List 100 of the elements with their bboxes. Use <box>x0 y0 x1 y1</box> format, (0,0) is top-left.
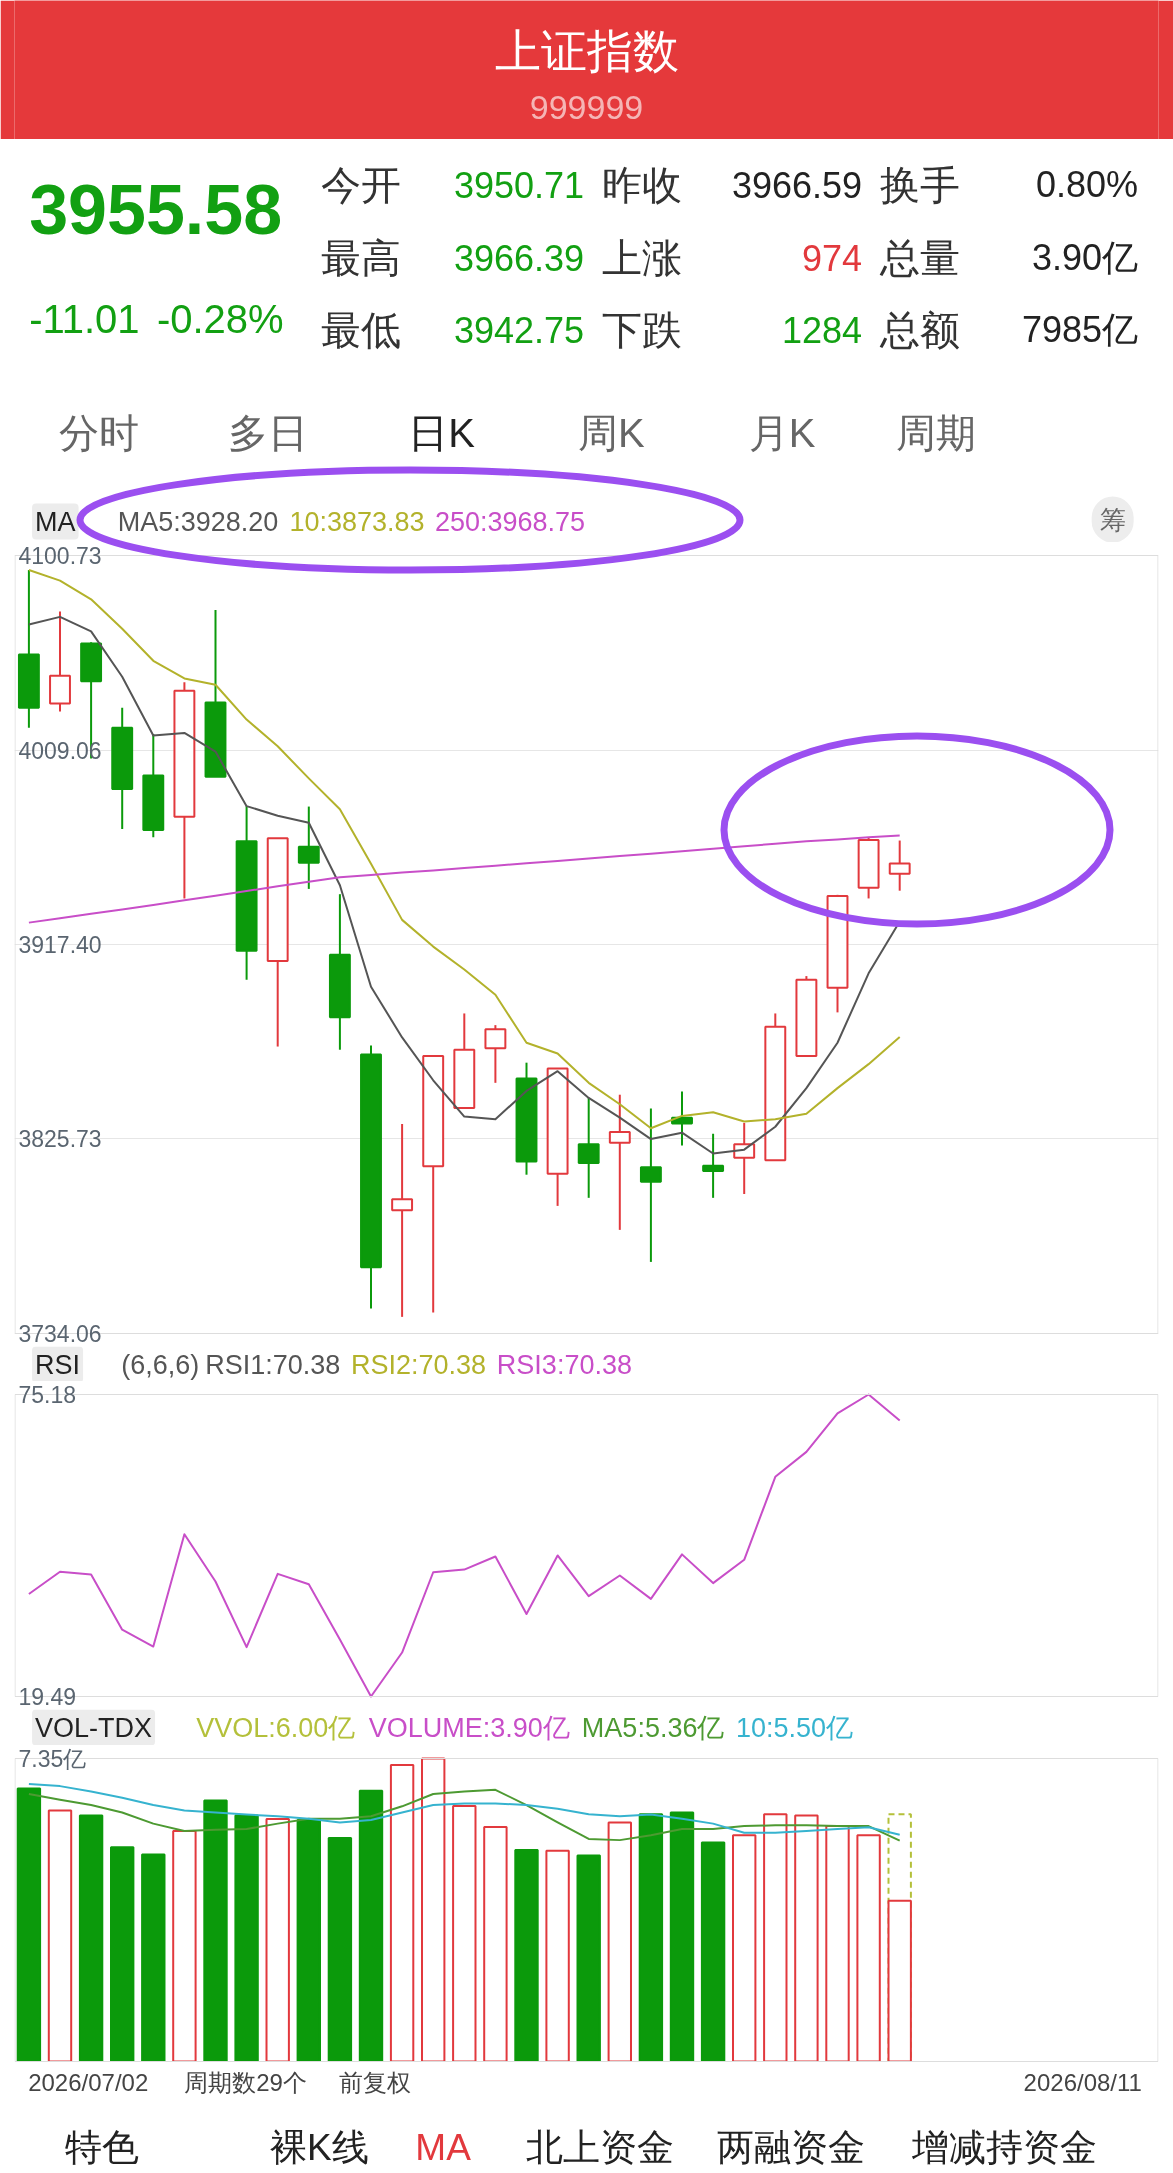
text: 总量 <box>878 235 960 280</box>
text: 999999 <box>529 88 644 126</box>
text: 3.90亿 <box>1031 237 1139 278</box>
text: MA5:3928.20 <box>117 506 279 537</box>
bar <box>638 1813 664 2062</box>
text: 上证指数 <box>494 24 679 77</box>
text: 2026/07/02 <box>28 2069 149 2096</box>
text: 974 <box>801 237 863 279</box>
chart-title: MA <box>35 506 76 537</box>
text: 10:5.50亿 <box>735 1712 854 1743</box>
text: 3966.59 <box>731 164 863 206</box>
candlestick <box>888 839 911 892</box>
text: 周期 <box>896 410 977 455</box>
bar <box>172 1830 197 2062</box>
candlestick <box>733 1121 756 1196</box>
text: 总额 <box>878 307 960 352</box>
bar <box>234 1814 259 2062</box>
text: 换手 <box>879 162 960 207</box>
text: 分时 <box>59 410 140 455</box>
bar <box>887 1899 912 2062</box>
bar <box>669 1811 695 2062</box>
bar <box>856 1834 881 2062</box>
bar <box>265 1818 290 2062</box>
y-tick-label: 75.18 <box>18 1382 77 1408</box>
bar <box>358 1789 384 2062</box>
text: 日K <box>408 410 476 455</box>
bar <box>296 1818 321 2062</box>
candlestick <box>577 1096 600 1199</box>
text: 月K <box>748 410 816 455</box>
text: 周期数29个 <box>184 2069 307 2096</box>
bar <box>78 1814 104 2062</box>
text: VVOL:6.00亿 <box>196 1712 356 1743</box>
text: 1284 <box>781 309 863 351</box>
bar <box>576 1854 601 2062</box>
bar <box>700 1841 726 2062</box>
text: 2026/08/11 <box>1023 2069 1142 2096</box>
bar <box>47 1809 73 2062</box>
bar <box>389 1764 415 2062</box>
bar <box>421 1757 446 2062</box>
candlestick <box>639 1107 662 1263</box>
bar <box>203 1799 228 2062</box>
text: 250:3968.75 <box>434 506 586 537</box>
text: RSI3:70.38 <box>496 1349 632 1380</box>
candlestick <box>297 805 320 890</box>
candlestick <box>608 1093 631 1231</box>
text: -0.28% <box>156 296 284 341</box>
bar <box>794 1814 819 2062</box>
text: MA <box>415 2127 472 2168</box>
text: 上涨 <box>601 235 682 280</box>
bar <box>452 1804 477 2062</box>
bar <box>732 1834 757 2062</box>
chart-title: VOL-TDX <box>35 1712 153 1743</box>
chart-subtitle: (6,6,6) <box>121 1349 200 1380</box>
bar <box>514 1849 539 2062</box>
text: 多日 <box>228 410 309 455</box>
text: 特色 <box>65 2127 140 2168</box>
line-series <box>27 834 901 924</box>
text: 两融资金 <box>716 2127 865 2168</box>
candlestick <box>484 1024 507 1084</box>
series-label: VOLUME:3.90亿 <box>368 1712 570 1743</box>
y-tick-label: 3825.73 <box>18 1126 102 1153</box>
legend-label: RSI2:70.38 <box>351 1349 487 1380</box>
bar <box>327 1837 353 2062</box>
bar <box>110 1846 135 2062</box>
bar <box>16 1787 42 2062</box>
text: 7985亿 <box>1021 309 1139 350</box>
text: 3942.75 <box>453 309 585 351</box>
text: 筹 <box>1099 504 1126 535</box>
candlestick <box>702 1132 725 1199</box>
bar <box>545 1849 570 2062</box>
bar <box>825 1825 850 2062</box>
text: MA5:5.36亿 <box>581 1712 725 1743</box>
text: 最高 <box>320 235 401 280</box>
y-tick-label: 7.35亿 <box>18 1745 87 1772</box>
text: 周K <box>578 410 646 455</box>
text: 3950.71 <box>453 164 585 206</box>
text: 北上资金 <box>525 2127 674 2168</box>
y-tick-label: 4100.73 <box>18 543 102 569</box>
text: 前复权 <box>339 2069 412 2096</box>
text: 裸K线 <box>270 2127 369 2168</box>
text: 最低 <box>320 307 401 352</box>
y-tick-label: 3734.06 <box>18 1321 102 1347</box>
legend-label: RSI1:70.38 <box>205 1349 341 1380</box>
bar <box>483 1825 508 2062</box>
text: 10:3873.83 <box>289 506 425 537</box>
chart-title: RSI <box>35 1349 81 1380</box>
y-tick-label: 19.49 <box>18 1684 77 1710</box>
candlestick <box>391 1122 414 1318</box>
text: 昨收 <box>601 162 682 207</box>
bar <box>141 1853 166 2062</box>
candlestick <box>671 1090 693 1147</box>
text: 3966.39 <box>453 237 585 279</box>
text: -11.01 <box>29 296 140 341</box>
y-tick-label: 3917.40 <box>18 931 102 958</box>
text: 0.80% <box>1035 164 1139 205</box>
text: 下跌 <box>601 307 682 352</box>
text: 增减持资金 <box>910 2127 1097 2168</box>
text: 3955.58 <box>29 171 283 249</box>
bar <box>763 1813 788 2062</box>
bar <box>607 1821 632 2062</box>
